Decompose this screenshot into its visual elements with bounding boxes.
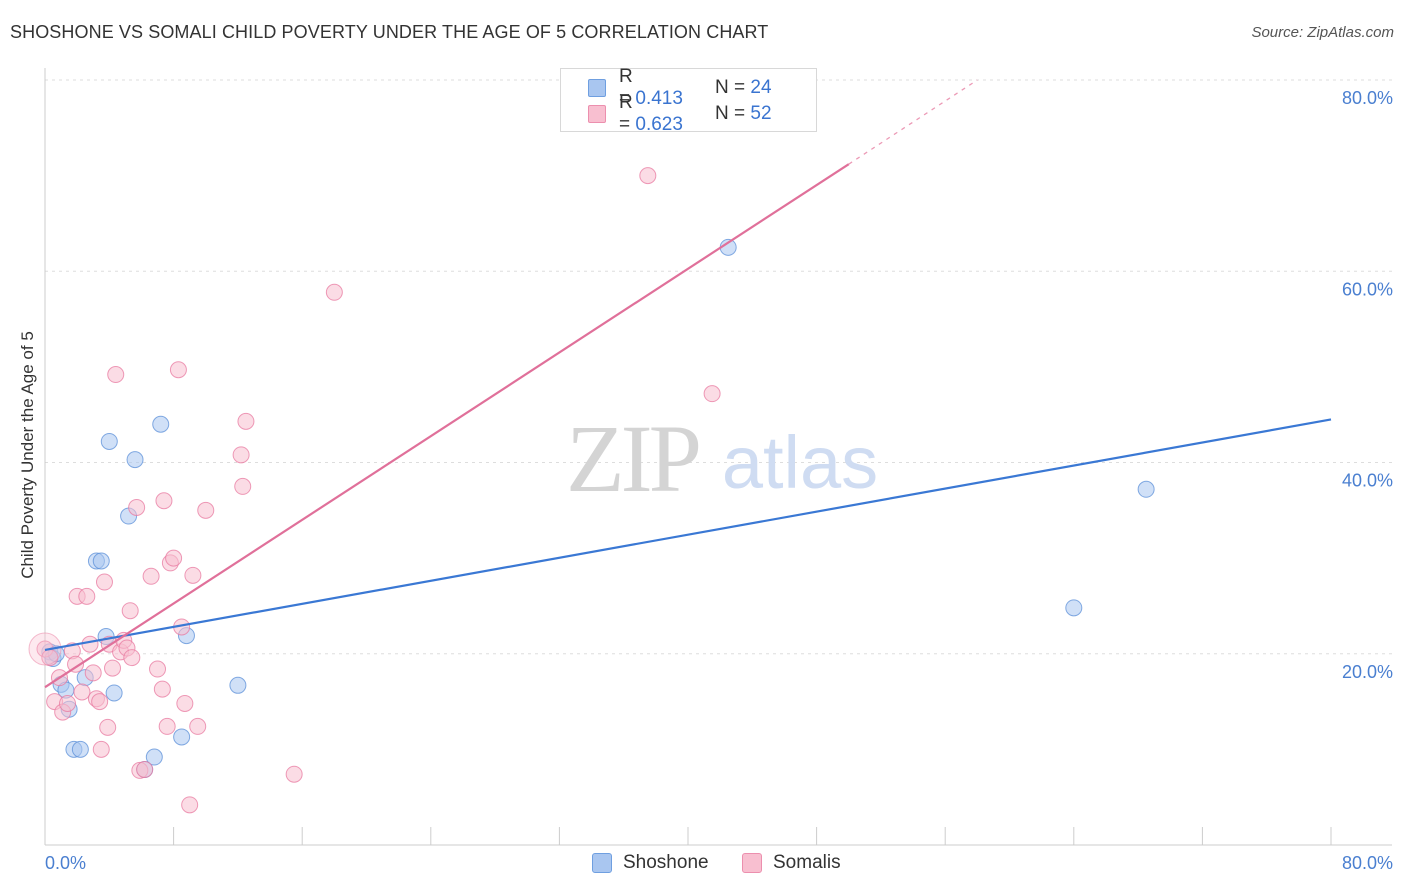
- data-point-somalis: [234, 477, 252, 495]
- data-points: [28, 167, 1155, 814]
- tick-labels: 20.0% 40.0% 60.0% 80.0% 0.0% 80.0%: [45, 88, 1393, 873]
- y-tick-label: 20.0%: [1342, 662, 1393, 682]
- chart-title: SHOSHONE VS SOMALI CHILD POVERTY UNDER T…: [10, 22, 769, 42]
- y-tick-label: 60.0%: [1342, 279, 1393, 299]
- data-point-somalis: [142, 567, 160, 585]
- data-point-somalis: [325, 283, 343, 301]
- data-point-shoshone: [152, 415, 170, 433]
- data-point-somalis: [92, 740, 110, 758]
- legend-label-somalis: Somalis: [773, 852, 841, 873]
- legend-swatch-shoshone: [588, 79, 606, 97]
- data-point-somalis: [149, 660, 167, 678]
- legend-r-value: 0.623: [635, 114, 683, 135]
- data-point-shoshone: [71, 740, 89, 758]
- x-tick-label-max: 80.0%: [1342, 853, 1393, 873]
- data-point-somalis: [128, 498, 146, 516]
- data-point-shoshone: [173, 728, 191, 746]
- data-point-somalis: [184, 566, 202, 584]
- legend-r-label: R =: [619, 92, 633, 135]
- trend-line-dashed-somalis: [848, 79, 978, 165]
- source-label: Source: ZipAtlas.com: [1251, 24, 1394, 41]
- data-point-somalis: [639, 167, 657, 185]
- data-point-somalis: [155, 492, 173, 510]
- axes: [44, 68, 1392, 846]
- data-point-somalis: [81, 635, 99, 653]
- data-point-somalis: [123, 649, 141, 667]
- data-point-somalis: [153, 680, 171, 698]
- data-point-somalis: [176, 694, 194, 712]
- y-tick-label: 80.0%: [1342, 88, 1393, 108]
- data-point-somalis: [59, 694, 77, 712]
- legend-n-label: N =: [715, 77, 746, 98]
- data-point-somalis: [107, 366, 125, 384]
- data-point-shoshone: [1137, 480, 1155, 498]
- data-point-somalis: [95, 573, 113, 591]
- legend-r-value: 0.413: [635, 88, 683, 109]
- data-point-somalis: [165, 549, 183, 567]
- stats-legend: R = 0.413 N = 24 R = 0.623 N = 52: [560, 66, 817, 135]
- data-point-somalis: [136, 760, 154, 778]
- data-point-shoshone: [105, 684, 123, 702]
- legend-r-label: R =: [619, 66, 633, 109]
- legend-n-value: 24: [750, 77, 772, 98]
- data-point-somalis: [237, 412, 255, 430]
- legend-row-shoshone: R = 0.413 N = 24: [588, 66, 772, 109]
- data-point-somalis: [169, 361, 187, 379]
- data-point-somalis: [197, 501, 215, 519]
- data-point-somalis: [189, 717, 207, 735]
- data-point-shoshone: [229, 676, 247, 694]
- x-tick-label-min: 0.0%: [45, 853, 86, 873]
- watermark-zip: ZIP: [566, 405, 699, 512]
- data-point-somalis: [67, 655, 85, 673]
- data-point-somalis: [78, 587, 96, 605]
- legend-item-somalis[interactable]: Somalis: [742, 852, 841, 874]
- legend-item-shoshone[interactable]: Shoshone: [592, 852, 709, 874]
- trend-line-somalis: [44, 163, 850, 689]
- legend-swatch-somalis: [588, 105, 606, 123]
- data-point-somalis: [91, 693, 109, 711]
- legend-swatch-shoshone: [592, 853, 612, 873]
- data-point-somalis: [104, 659, 122, 677]
- legend-n-value: 52: [750, 103, 772, 124]
- data-point-shoshone: [126, 451, 144, 469]
- legend-swatch-somalis: [742, 853, 762, 873]
- legend-label-shoshone: Shoshone: [623, 852, 709, 873]
- legend-row-somalis: R = 0.623 N = 52: [588, 92, 772, 135]
- data-point-shoshone: [92, 552, 110, 570]
- data-point-somalis: [285, 765, 303, 783]
- data-point-somalis: [121, 602, 139, 620]
- data-point-somalis: [158, 717, 176, 735]
- watermark: ZIP atlas: [566, 405, 878, 512]
- data-point-somalis: [73, 683, 91, 701]
- data-point-somalis: [181, 796, 199, 814]
- data-point-somalis: [99, 718, 117, 736]
- data-point-shoshone: [145, 748, 163, 766]
- data-point-somalis: [232, 446, 250, 464]
- series-legend: Shoshone Somalis: [0, 852, 1406, 878]
- y-tick-label: 40.0%: [1342, 471, 1393, 491]
- trend-lines: [44, 79, 1332, 689]
- data-point-somalis: [703, 385, 721, 403]
- grid-lines: [45, 79, 1392, 655]
- watermark-atlas: atlas: [722, 421, 878, 504]
- data-point-shoshone: [1065, 599, 1083, 617]
- data-point-somalis: [84, 664, 102, 682]
- legend-n-label: N =: [715, 103, 746, 124]
- data-point-shoshone: [100, 432, 118, 450]
- trend-line-shoshone: [44, 418, 1332, 652]
